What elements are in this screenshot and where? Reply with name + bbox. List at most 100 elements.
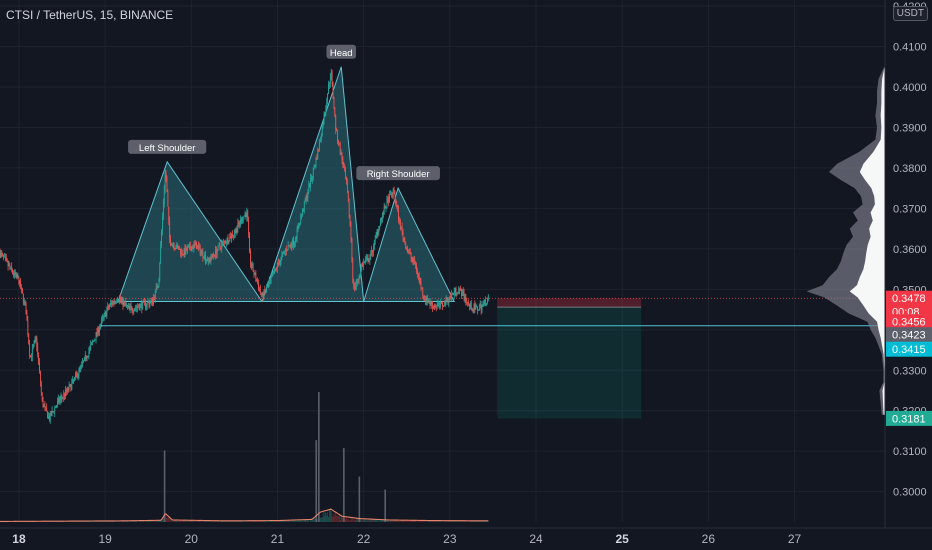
- volume-bar: [406, 520, 408, 522]
- candle-body: [463, 292, 465, 299]
- candle-body: [398, 209, 399, 221]
- candle-body: [111, 302, 113, 305]
- candle-body: [48, 416, 49, 419]
- reference-lines: [0, 297, 885, 327]
- candle-body: [50, 413, 52, 416]
- candle-body: [195, 241, 197, 245]
- volume-bar: [218, 521, 220, 522]
- volume-bar: [118, 520, 120, 522]
- candle-body: [56, 405, 57, 408]
- volume-bar: [452, 521, 453, 522]
- currency-badge[interactable]: USDT: [892, 6, 928, 21]
- volume-bar: [199, 520, 201, 522]
- candle-body: [46, 407, 48, 412]
- volume-bar: [189, 520, 191, 522]
- candle-body: [231, 234, 232, 239]
- volume-bar: [390, 520, 392, 522]
- volume-bar: [160, 521, 162, 522]
- candle-body: [53, 411, 55, 413]
- volume-bar: [365, 520, 367, 522]
- volume-bar: [264, 520, 266, 522]
- price-axis[interactable]: 0.42000.41000.40000.39000.38000.37000.36…: [884, 0, 932, 550]
- volume-bar: [92, 521, 93, 522]
- volume-bar: [140, 520, 142, 522]
- volume-bar: [475, 520, 477, 522]
- candle-body: [316, 158, 318, 160]
- candle-body: [107, 306, 109, 311]
- volume-bar: [469, 520, 470, 522]
- candle-body: [145, 305, 147, 307]
- candle-body: [202, 251, 204, 258]
- candle-body: [420, 281, 422, 288]
- candle-body: [211, 254, 213, 259]
- candle-body: [402, 231, 404, 238]
- volume-bar: [188, 520, 189, 522]
- candle-body: [426, 296, 428, 304]
- candle-body: [286, 250, 288, 251]
- time-axis[interactable]: 18 19 20 21 22 23 24 25 26 27: [0, 527, 932, 550]
- candle-body: [100, 324, 101, 329]
- candle-body: [267, 286, 268, 288]
- candle-body: [334, 107, 336, 116]
- candle-body: [113, 301, 115, 303]
- volume-bar: [423, 520, 425, 522]
- volume-bar: [239, 520, 241, 522]
- volume-bar: [301, 520, 303, 522]
- candle-body: [259, 289, 260, 290]
- candle-body: [119, 298, 121, 300]
- volume-bar: [470, 520, 472, 522]
- candle-body: [355, 283, 357, 287]
- volume-bar: [151, 520, 153, 522]
- candle-body: [194, 243, 196, 245]
- volume-bar: [155, 520, 157, 522]
- volume-bar: [484, 521, 486, 522]
- candle-body: [45, 406, 47, 408]
- volume-bar: [158, 520, 160, 522]
- candle-body: [44, 405, 46, 407]
- candle-body: [164, 172, 166, 190]
- volume-bar: [84, 521, 86, 522]
- candle-body: [360, 268, 362, 275]
- candle-body: [101, 317, 103, 320]
- candle-body: [432, 305, 434, 309]
- volume-profile-shape: [806, 66, 885, 415]
- volume-bar: [165, 514, 167, 522]
- candle-body: [38, 353, 39, 363]
- pattern-label-bg: [128, 139, 207, 154]
- candle-body: [480, 304, 482, 310]
- candle-body: [366, 257, 368, 259]
- volume-bar: [486, 521, 487, 522]
- candle-body: [140, 303, 142, 305]
- candle-body: [393, 189, 395, 194]
- volume-bar: [424, 520, 425, 522]
- candle-body: [436, 304, 438, 308]
- volume-bar: [389, 521, 390, 522]
- volume-bar: [398, 520, 399, 522]
- candle-body: [13, 271, 15, 275]
- candle-body: [331, 72, 333, 83]
- time-tick-label: 25: [615, 532, 629, 546]
- short-position-tool[interactable]: [497, 298, 642, 419]
- volume-bar: [134, 521, 136, 522]
- candle-body: [317, 149, 319, 160]
- candle-body: [321, 126, 323, 136]
- candle-body: [250, 264, 252, 267]
- volume-bar: [76, 521, 78, 522]
- volume-bar: [171, 520, 172, 522]
- candle-body: [201, 251, 203, 252]
- candle-body: [144, 301, 145, 302]
- candle-body: [275, 268, 276, 270]
- volume-bar: [250, 521, 252, 522]
- candle-body: [48, 416, 50, 421]
- candle-body: [280, 257, 282, 262]
- candle-body: [239, 223, 241, 225]
- candle-body: [438, 302, 440, 305]
- candle-body: [118, 300, 119, 302]
- volume-bar: [261, 521, 263, 522]
- candle-body: [417, 270, 418, 275]
- candle-body: [207, 257, 209, 262]
- volume-bar: [153, 521, 154, 522]
- candle-body: [246, 210, 248, 217]
